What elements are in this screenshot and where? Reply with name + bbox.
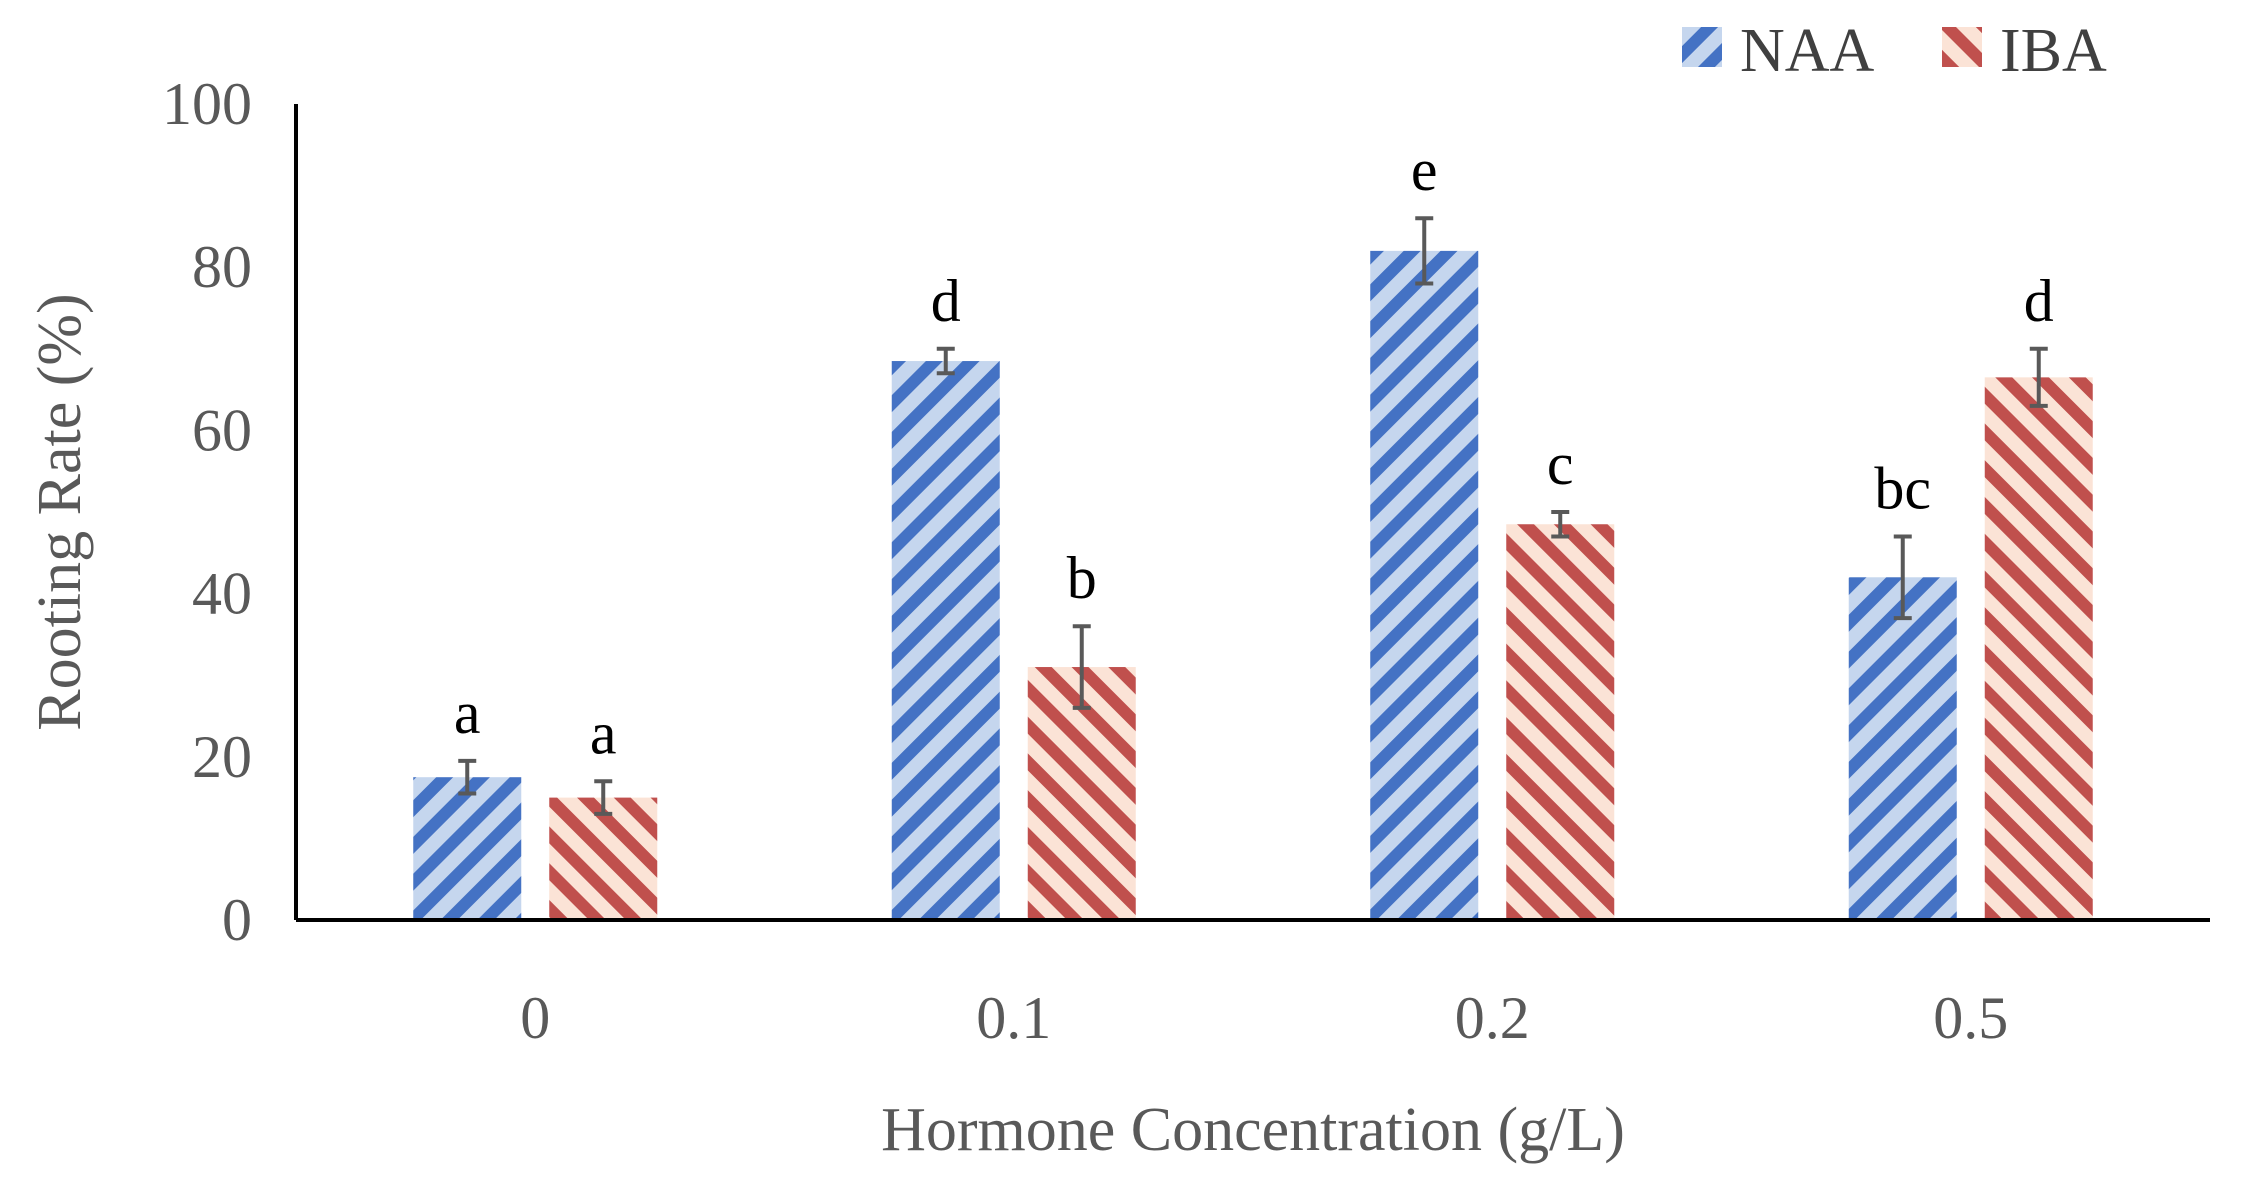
significance-label: e: [1411, 137, 1438, 203]
y-tick-label: 60: [192, 397, 252, 463]
y-tick-label: 80: [192, 234, 252, 300]
x-tick-label: 0: [520, 985, 550, 1051]
error-bar: [2029, 346, 2048, 408]
x-tick-label: 0.5: [1933, 985, 2008, 1051]
significance-label: a: [590, 700, 617, 766]
bar-naa: [1848, 577, 1957, 920]
significance-label: d: [931, 268, 961, 334]
legend: NAA IBA: [1682, 17, 2107, 85]
error-bar: [594, 779, 613, 816]
bar-naa: [1370, 250, 1479, 920]
error-bar: [1893, 534, 1912, 621]
x-tick-label: 0.2: [1455, 985, 1530, 1051]
bar-iba: [1506, 524, 1615, 920]
bar-naa: [891, 361, 1000, 920]
axes-layer: [294, 104, 2210, 922]
y-tick-label: 0: [222, 887, 252, 953]
legend-swatch: [1942, 27, 1982, 67]
y-tick-label: 20: [192, 724, 252, 790]
y-axis-title: Rooting Rate (%): [26, 293, 94, 730]
y-tick-label: 100: [162, 71, 252, 137]
bar-iba: [1984, 377, 2093, 920]
bars-layer: [413, 250, 2093, 920]
x-axis-title: Hormone Concentration (g/L): [881, 1096, 1625, 1164]
legend-item-naa: NAA: [1682, 17, 1875, 85]
error-bar: [458, 758, 477, 796]
significance-labels-layer: a a d b e c bc d: [454, 137, 2054, 766]
legend-label: NAA: [1740, 17, 1875, 85]
error-bar: [1072, 624, 1091, 710]
bar-naa: [413, 777, 522, 920]
significance-label: d: [2024, 268, 2054, 334]
x-tick-labels: 0 0.1 0.2 0.5: [520, 985, 2008, 1051]
error-bar: [1551, 510, 1570, 539]
error-bar: [936, 346, 955, 376]
legend-item-iba: IBA: [1942, 17, 2107, 85]
significance-label: bc: [1874, 455, 1931, 521]
significance-label: a: [454, 680, 481, 746]
y-tick-label: 40: [192, 561, 252, 627]
error-bars-layer: [458, 216, 2048, 816]
bar-iba: [549, 797, 658, 920]
legend-label: IBA: [2000, 17, 2107, 85]
significance-label: b: [1067, 545, 1097, 611]
error-bar: [1415, 216, 1434, 286]
y-tick-labels: 0 20 40 60 80 100: [162, 71, 252, 953]
significance-label: c: [1547, 431, 1574, 497]
x-tick-label: 0.1: [976, 985, 1051, 1051]
legend-swatch: [1682, 27, 1722, 67]
